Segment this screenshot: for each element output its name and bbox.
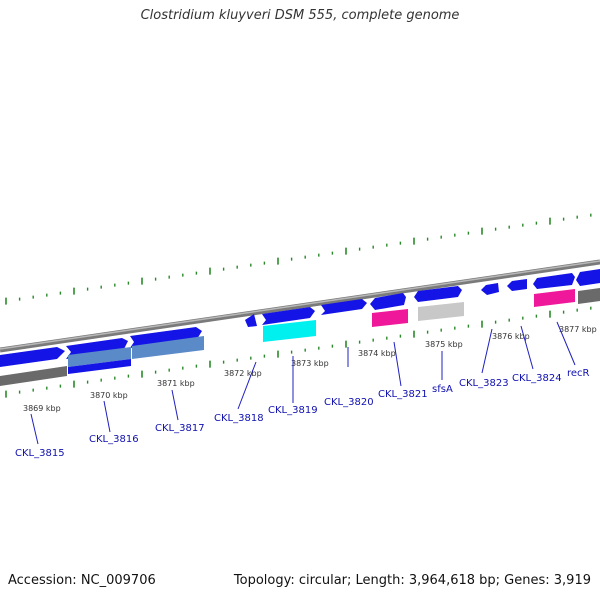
gene-label[interactable]: CKL_3824: [512, 373, 562, 384]
gray-feature[interactable]: [0, 366, 67, 386]
gene-label-lines: [30, 321, 576, 445]
scale-label: 3873 kbp: [291, 359, 329, 368]
steel-feature[interactable]: [132, 336, 204, 359]
magenta-feature[interactable]: [372, 309, 408, 327]
gene-label[interactable]: recR: [567, 368, 590, 379]
gene-label[interactable]: CKL_3818: [214, 413, 264, 424]
steel-feature[interactable]: [68, 347, 131, 367]
gene-labels: CKL_3815 CKL_3816 CKL_3817 CKL_3818 CKL_…: [15, 368, 590, 459]
gene-arrow[interactable]: [481, 283, 499, 295]
gene-arrow[interactable]: [507, 279, 527, 291]
gene-label[interactable]: CKL_3819: [268, 405, 318, 416]
scale-label: 3869 kbp: [23, 404, 61, 413]
gene-arrow[interactable]: [0, 347, 65, 367]
gene-arrow[interactable]: [130, 327, 202, 348]
gene-arrow[interactable]: [576, 269, 600, 286]
scale-labels: 3869 kbp 3870 kbp 3871 kbp 3872 kbp 3873…: [23, 325, 597, 413]
gray-feature[interactable]: [578, 288, 600, 304]
scale-label: 3871 kbp: [157, 379, 195, 388]
gene-arrow[interactable]: [321, 299, 367, 315]
gene-label[interactable]: CKL_3823: [459, 378, 509, 389]
feature-lane-annotations: [0, 288, 600, 386]
magenta-feature[interactable]: [534, 289, 575, 307]
blue-feature[interactable]: [68, 359, 131, 374]
scale-label: 3870 kbp: [90, 391, 128, 400]
lower-tick-row: [5, 306, 592, 398]
gene-label[interactable]: CKL_3820: [324, 397, 374, 408]
scale-label: 3876 kbp: [492, 332, 530, 341]
cyan-feature[interactable]: [263, 320, 316, 342]
gene-arrow[interactable]: [533, 273, 575, 289]
gene-label[interactable]: sfsA: [432, 384, 453, 395]
map-title: Clostridium kluyveri DSM 555, complete g…: [140, 8, 460, 23]
gene-arrow[interactable]: [245, 314, 257, 327]
upper-tick-row: [5, 213, 592, 305]
gene-arrow[interactable]: [370, 293, 406, 310]
scale-label: 3875 kbp: [425, 340, 463, 349]
scale-label: 3874 kbp: [358, 349, 396, 358]
gray-feature[interactable]: [418, 302, 464, 321]
gene-label[interactable]: CKL_3817: [155, 423, 205, 434]
gene-label[interactable]: CKL_3816: [89, 434, 139, 445]
gene-arrow[interactable]: [262, 307, 315, 325]
topology-summary: Topology: circular; Length: 3,964,618 bp…: [233, 573, 591, 588]
scale-label: 3872 kbp: [224, 369, 262, 378]
scale-label: 3877 kbp: [559, 325, 597, 334]
gene-label[interactable]: CKL_3815: [15, 448, 65, 459]
gene-label[interactable]: CKL_3821: [378, 389, 428, 400]
genome-backbone: [0, 259, 600, 353]
gene-arrow[interactable]: [414, 286, 462, 302]
accession-text: Accession: NC_009706: [8, 573, 156, 588]
